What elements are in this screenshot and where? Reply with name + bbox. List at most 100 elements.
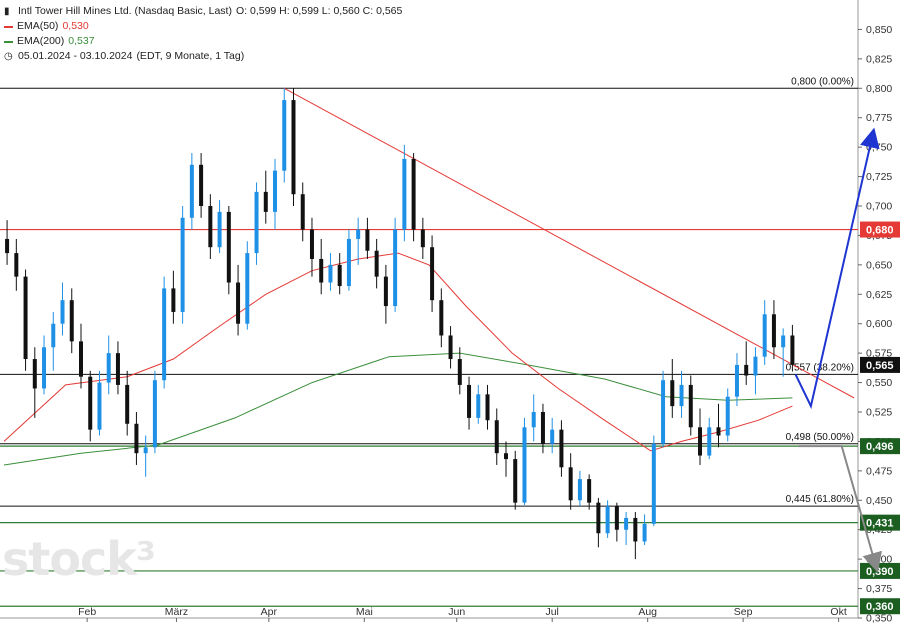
y-tick-label: 0,600 [866,318,892,330]
candle-body [393,229,398,307]
support-tag [860,514,900,531]
candle-body [679,384,684,407]
candle-body [152,380,157,448]
candle-body [180,217,185,312]
x-tick-label: Feb [78,606,96,618]
candle-body [439,300,444,336]
descending-trendline [284,87,855,399]
y-tick-label: 0,700 [866,201,892,213]
fib-level-label: 0,498 (50.00%) [786,432,854,443]
projection-up-arrow [794,127,880,410]
support-tag [860,598,900,615]
candle-body [633,517,638,542]
x-tick-label: Okt [830,606,846,618]
y-tick-label: 0,625 [866,289,892,301]
candle-body [587,479,592,503]
candle-body [208,206,213,248]
fib-level-label: 0,800 (0.00%) [791,76,854,87]
y-tick-label: 0,475 [866,465,892,477]
candle-body [162,288,167,381]
candle-body [374,250,379,277]
support-tag-label: 0,360 [866,601,894,613]
x-tick-label: Apr [261,606,278,618]
candle-body [688,384,693,428]
candle-body [614,506,619,530]
y-tick-label: 0,725 [866,171,892,183]
y-tick-label: 0,575 [866,348,892,360]
support-tag-label: 0,431 [866,518,894,530]
candle-body [309,229,314,259]
y-tick-label: 0,375 [866,583,892,595]
candle-body [568,467,573,501]
candle-body [577,479,582,501]
candle-body [411,158,416,230]
x-tick-label: Jun [448,606,465,618]
last-price-tag [860,356,900,373]
ema200-line [3,352,793,466]
x-tick-label: Sep [734,606,753,618]
legend-period: ◷ 05.01.2024 - 03.10.2024 (EDT, 9 Monate… [4,49,402,64]
legend-ema50: EMA(50) 0,530 [4,19,402,34]
candle-body [596,502,601,534]
candle-body [217,211,222,248]
y-tick-label: 0,800 [866,83,892,95]
watermark-logo: stock³ [2,532,156,586]
candle-body [328,264,333,283]
y-tick-label: 0,650 [866,259,892,271]
resistance-tag [860,221,900,238]
ohlc-values: O: 0,599 H: 0,599 L: 0,560 C: 0,565 [235,5,403,17]
candle-body [716,427,721,436]
candle-body [513,459,518,503]
candle-body [300,194,305,230]
candle-body [125,384,130,424]
support-tag-label: 0,390 [866,566,894,578]
candle-body [263,191,268,212]
y-tick-label: 0,850 [866,24,892,36]
candle-body [540,412,545,444]
candle-body [60,300,65,324]
candle-body [319,258,324,283]
candle-body [189,164,194,218]
candle-body [115,353,120,385]
support-tag [860,438,900,455]
candle-body [476,394,481,418]
candle-body [69,300,74,342]
candle-body [661,380,666,444]
candle-body [88,376,93,430]
candle-body [356,229,361,239]
y-tick-label: 0,550 [866,377,892,389]
fib-level-label: 0,445 (61.80%) [786,494,854,505]
candle-body [642,523,647,542]
candle-body [134,423,139,454]
chart-legend: ▮ Intl Tower Hill Mines Ltd. (Nasdaq Bas… [4,4,402,64]
candle-body [651,443,656,524]
candle-body [143,447,148,454]
candle-body [725,396,730,436]
candle-body [503,453,508,460]
projection-down-arrow [798,445,882,573]
y-tick-label: 0,775 [866,112,892,124]
candle-body [744,364,749,376]
candle-body [624,517,629,530]
candle-body [236,282,241,324]
candle-body [420,229,425,248]
x-tick-label: März [165,606,188,618]
candle-body [781,335,786,348]
candle-body [485,394,490,421]
ema200-swatch [4,40,13,43]
candle-body [291,100,296,195]
candle-body [522,427,527,503]
candle-body [199,164,204,206]
candle-body [430,247,435,301]
legend-ema200: EMA(200) 0,537 [4,34,402,49]
candle-body [457,359,462,385]
candle-body [5,238,10,254]
clock-icon: ◷ [4,51,13,62]
candle-body [467,384,472,418]
candle-body [559,429,564,468]
candle-body [282,100,287,171]
candle-body [771,314,776,348]
candle-body [97,382,102,430]
candle-body [51,323,56,348]
